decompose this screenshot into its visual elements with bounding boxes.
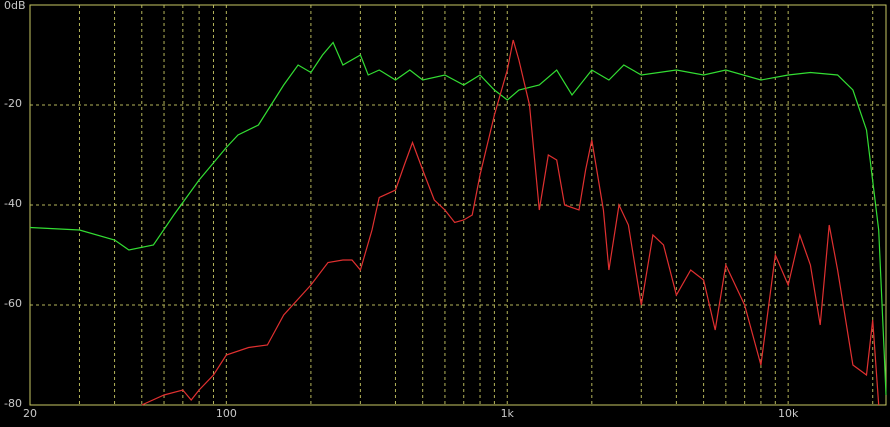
y-tick-label: -80 — [4, 397, 22, 410]
x-tick-label: 10k — [778, 407, 799, 420]
series-line — [29, 41, 887, 396]
x-tick-label: 20 — [23, 407, 37, 420]
y-tick-label: 0dB — [4, 0, 26, 12]
y-tick-label: -60 — [4, 297, 22, 310]
plot-frame — [29, 4, 887, 406]
y-tick-label: -40 — [4, 197, 22, 210]
series-line — [141, 39, 880, 406]
x-tick-label: 100 — [216, 407, 237, 420]
y-tick-label: -20 — [4, 97, 22, 110]
x-tick-label: 1k — [501, 407, 515, 420]
